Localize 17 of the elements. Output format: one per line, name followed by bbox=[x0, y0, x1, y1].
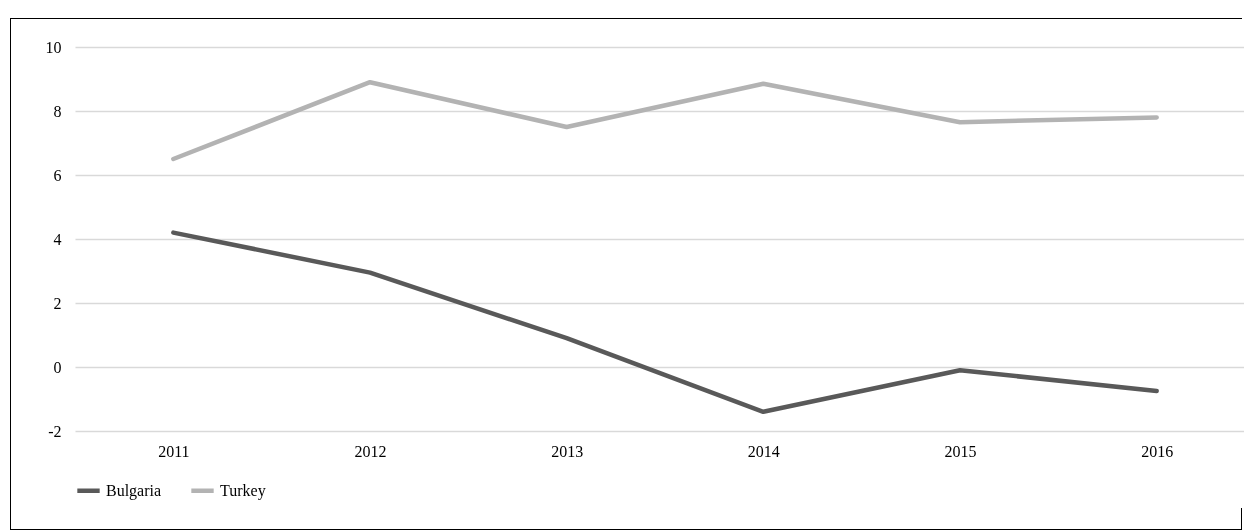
line-series bbox=[171, 230, 1159, 415]
x-tick-label: 2012 bbox=[354, 442, 387, 460]
y-tick-label: 10 bbox=[45, 38, 62, 56]
y-tick-label: 6 bbox=[53, 166, 62, 184]
x-tick-label: 2015 bbox=[944, 442, 977, 460]
y-tick-label: 4 bbox=[53, 230, 62, 248]
y-tick-label: -2 bbox=[48, 422, 62, 440]
legend-label: Bulgaria bbox=[106, 481, 162, 500]
y-tick-label: 8 bbox=[53, 102, 62, 120]
legend-label: Turkey bbox=[220, 481, 266, 500]
x-tick-label: 2011 bbox=[158, 442, 190, 460]
y-tick-label: 0 bbox=[53, 358, 62, 376]
x-tick-label: 2014 bbox=[747, 442, 780, 460]
y-tick-label: 2 bbox=[53, 294, 62, 312]
x-tick-label: 2013 bbox=[551, 442, 584, 460]
line-series bbox=[171, 79, 1159, 162]
x-tick-label: 2016 bbox=[1141, 442, 1174, 460]
